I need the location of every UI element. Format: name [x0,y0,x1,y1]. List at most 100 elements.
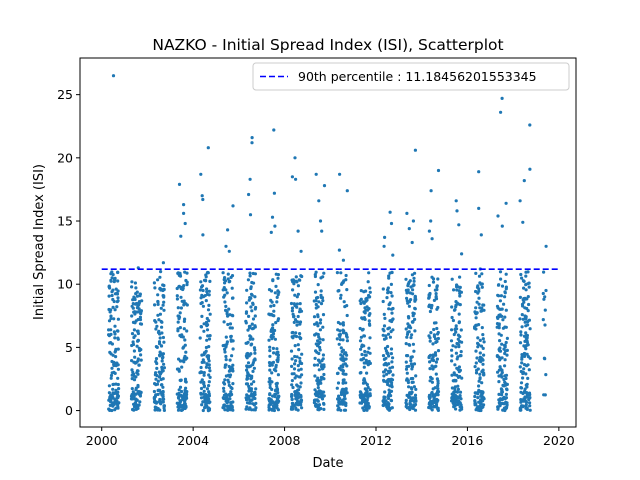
data-point [317,335,321,339]
data-point [341,331,345,335]
data-point [253,314,257,318]
data-point [367,319,371,323]
y-tick-label: 25 [57,87,73,102]
data-point [312,398,317,402]
data-point [542,356,547,360]
data-point [322,401,326,406]
data-point [383,316,387,320]
data-point [316,339,320,343]
data-point [200,314,204,318]
data-point [368,392,372,396]
data-point [272,314,276,318]
data-point [390,365,395,369]
data-point [389,282,393,286]
data-points [107,74,548,413]
data-point [385,404,389,408]
data-point [270,300,274,304]
data-point [543,295,547,299]
data-point [270,380,274,384]
data-point [412,349,416,353]
data-point [359,396,363,400]
data-point [450,386,454,390]
data-point [387,326,391,330]
data-point [229,335,233,339]
data-point [201,392,205,396]
data-point [367,295,371,299]
data-point [223,293,227,297]
data-point [449,339,454,343]
data-point [364,297,368,301]
data-point [185,329,189,333]
data-point [434,292,438,296]
data-point [318,348,322,352]
data-point [412,362,417,366]
data-point [543,323,547,327]
x-tick-label: 2012 [360,433,392,448]
data-point [295,355,299,359]
data-point [229,390,233,394]
data-point [294,279,298,283]
data-point [110,276,114,280]
data-point [290,397,294,401]
data-point [272,309,276,313]
data-point [221,271,225,275]
data-point [410,273,414,277]
data-point [480,326,484,330]
data-point [203,397,207,401]
data-point [386,332,391,336]
data-point [250,309,254,313]
data-point [526,343,530,347]
data-point [267,338,271,342]
data-point [178,385,183,389]
data-point [248,274,252,278]
data-point [224,304,228,308]
data-point [480,381,484,385]
data-point [249,398,254,402]
data-point [504,407,508,411]
data-point [526,323,530,327]
data-point [139,353,143,357]
data-point [503,345,507,349]
data-point [294,275,298,279]
data-point [367,359,371,364]
data-point [107,333,111,337]
data-point [208,375,212,379]
data-point [363,387,367,391]
data-point [428,360,432,364]
data-point [453,385,457,389]
data-point [526,282,530,286]
data-point [158,372,162,376]
data-point [431,277,436,281]
data-point [267,380,271,384]
data-point [246,361,251,365]
data-point [298,278,302,282]
data-point [161,261,165,265]
data-point [114,349,118,353]
data-point [386,290,390,294]
data-point [313,274,317,279]
data-point [479,360,483,364]
data-point [247,298,251,302]
data-point [155,324,159,328]
data-point [383,235,387,239]
data-point [435,377,439,381]
data-point [110,408,114,413]
data-point [477,274,482,278]
data-point [114,388,118,392]
data-point [390,406,394,410]
data-point [134,403,138,407]
data-point [179,359,183,363]
data-point [390,311,394,315]
data-point [113,371,117,375]
data-point [406,288,410,292]
data-point [386,396,391,400]
data-point [161,390,165,394]
data-point [252,358,256,362]
data-point [362,356,366,361]
data-point [245,341,249,345]
data-point [503,358,507,362]
data-point [345,339,349,343]
data-point [139,309,143,313]
data-point [321,275,325,279]
